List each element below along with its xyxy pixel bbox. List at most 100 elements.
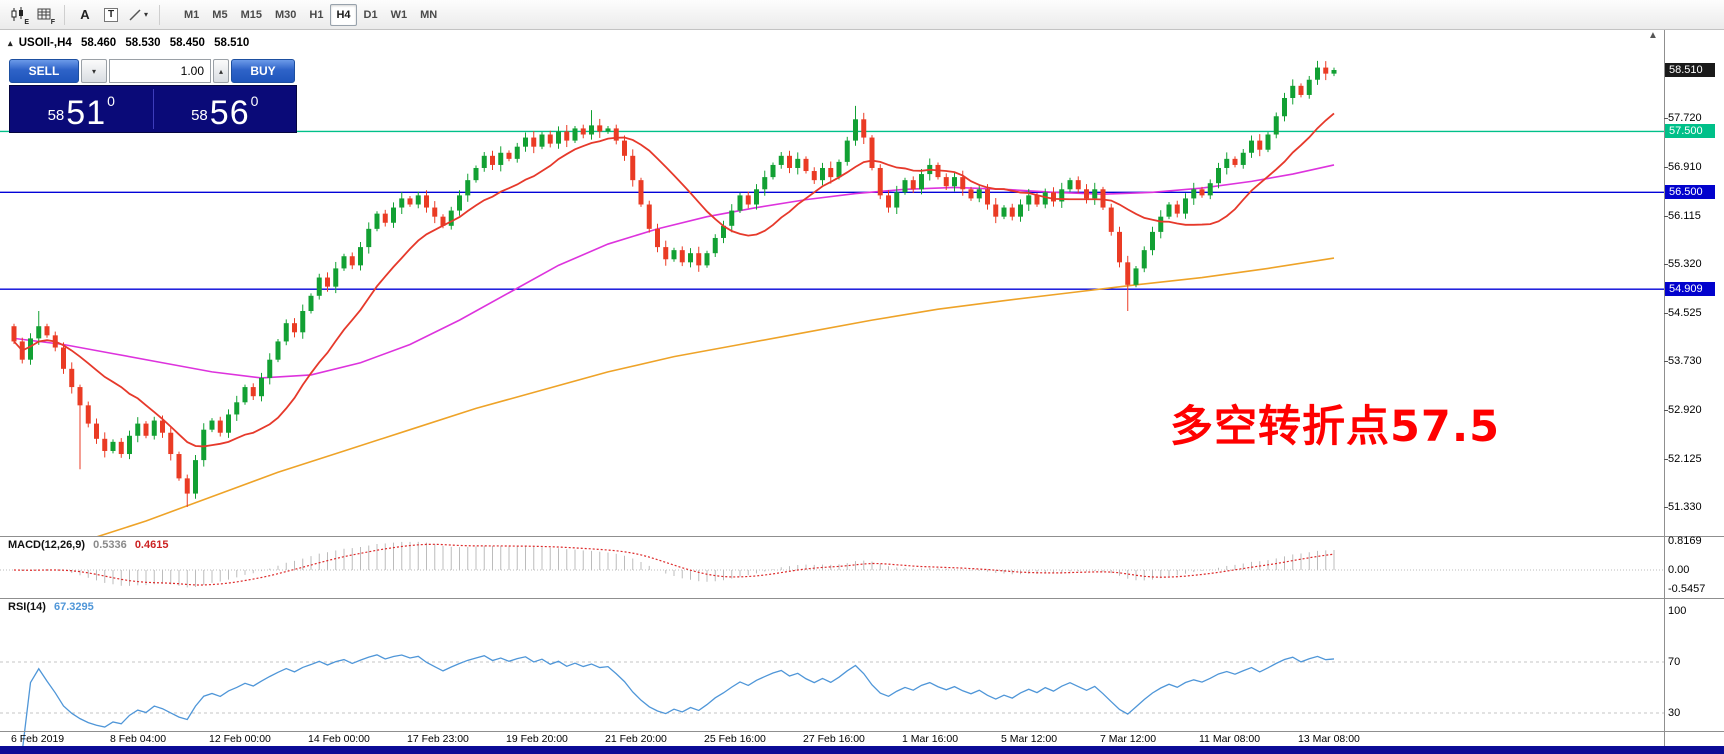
time-axis-label: 21 Feb 20:00 xyxy=(605,733,667,745)
sell-price-pip: 0 xyxy=(107,93,115,109)
ma-orange-line xyxy=(96,257,1335,536)
time-axis-label: 5 Mar 12:00 xyxy=(1001,733,1058,745)
price-axis-label: 57.500 xyxy=(1665,124,1715,139)
candlestick-chart-icon[interactable]: E xyxy=(6,4,30,26)
timeframe-d1[interactable]: D1 xyxy=(363,8,378,21)
time-axis-label: 1 Mar 16:00 xyxy=(902,733,959,745)
macd-axis-label: 0.8169 xyxy=(1668,535,1702,548)
time-axis-label: 14 Feb 00:00 xyxy=(308,733,370,745)
main-chart-layer xyxy=(0,60,1664,536)
ohlc-close: 58.510 xyxy=(214,37,250,49)
macd-histogram xyxy=(21,541,1335,588)
trade-buttons-row: SELL ▾ ▴ BUY xyxy=(9,59,297,83)
toolbar-separator xyxy=(64,4,65,25)
time-axis-label: 7 Mar 12:00 xyxy=(1100,733,1157,745)
price-axis-label: 52.920 xyxy=(1668,404,1702,417)
price-axis-label: 51.330 xyxy=(1668,500,1702,513)
price-axis-label: 55.320 xyxy=(1668,258,1702,271)
buy-button[interactable]: BUY xyxy=(231,59,295,83)
one-click-trading-panel: SELL ▾ ▴ BUY 58 51 0 58 56 0 xyxy=(9,59,297,133)
grid-view-icon[interactable]: F xyxy=(32,4,56,26)
price-axis-label: 53.730 xyxy=(1668,354,1702,367)
price-axis-label: 57.720 xyxy=(1668,112,1702,125)
timeframe-m1[interactable]: M1 xyxy=(184,8,200,21)
panel-divider[interactable] xyxy=(0,598,1724,599)
price-axis-separator[interactable] xyxy=(1664,30,1665,746)
time-axis-label: 8 Feb 04:00 xyxy=(110,733,167,745)
price-axis-tick xyxy=(1664,312,1668,314)
ohlc-high: 58.530 xyxy=(125,37,161,49)
macd-name: MACD(12,26,9) xyxy=(8,539,86,551)
sell-button[interactable]: SELL xyxy=(9,59,79,83)
rsi-axis-label: 100 xyxy=(1668,605,1687,617)
price-axis-label: 54.909 xyxy=(1665,282,1715,297)
timeframe-m15[interactable]: M15 xyxy=(240,8,262,21)
timeframe-h4[interactable]: H4 xyxy=(330,3,357,26)
text-label-icon[interactable]: A xyxy=(80,7,90,22)
rsi-name: RSI(14) xyxy=(8,601,46,613)
time-axis-label: 11 Mar 08:00 xyxy=(1199,733,1261,745)
rsi-axis-label: 30 xyxy=(1668,707,1681,719)
sell-options-dropdown[interactable]: ▾ xyxy=(81,59,107,83)
time-axis-label: 6 Feb 2019 xyxy=(11,733,65,745)
time-axis-label: 17 Feb 23:00 xyxy=(407,733,469,745)
timeframe-mn[interactable]: MN xyxy=(420,8,438,21)
toolbar-separator xyxy=(159,4,161,25)
chevron-down-icon: ▾ xyxy=(91,66,96,76)
buy-price-main: 56 xyxy=(209,93,250,132)
price-axis-label: 52.125 xyxy=(1668,452,1702,465)
toolbar: E F A T ▾ M1 M5 M15 M30 H1 H4 D1 W1 MN xyxy=(0,0,1724,30)
chart-text-annotation: 多空转折点57.5 xyxy=(1170,402,1501,452)
icon-subscript: F xyxy=(50,18,55,26)
sell-price-display[interactable]: 58 51 0 xyxy=(10,86,153,132)
panel-divider[interactable] xyxy=(0,536,1724,537)
timeframe-button-group: M1 M5 M15 M30 H1 H4 D1 W1 MN xyxy=(178,3,443,26)
time-axis-label: 12 Feb 00:00 xyxy=(209,733,271,745)
price-axis-label: 54.525 xyxy=(1668,306,1702,319)
text-box-icon[interactable]: T xyxy=(99,4,123,26)
macd-main-value: 0.5336 xyxy=(93,539,127,551)
buy-price-prefix: 58 xyxy=(191,107,208,124)
scroll-position-icon: ▲ xyxy=(1648,30,1658,41)
grid-glyph xyxy=(37,8,50,20)
timeframe-m30[interactable]: M30 xyxy=(274,8,297,21)
candlestick-glyph xyxy=(11,7,23,21)
price-axis-tick xyxy=(1664,215,1668,217)
price-axis-label: 56.910 xyxy=(1668,161,1702,174)
price-axis-tick xyxy=(1664,410,1668,412)
volume-stepper[interactable]: ▴ xyxy=(213,59,229,83)
symbol-marker-icon: ▴ xyxy=(8,38,13,48)
sell-price-prefix: 58 xyxy=(47,107,65,124)
price-quote-panel: 58 51 0 58 56 0 xyxy=(9,85,297,133)
macd-axis-label: 0.00 xyxy=(1668,564,1690,576)
ma-magenta-line xyxy=(13,164,1335,379)
price-axis-tick xyxy=(1664,118,1668,120)
timeframe-h1[interactable]: H1 xyxy=(309,8,324,21)
chart-title: ▴ USOIl-,H4 58.460 58.530 58.450 58.510 xyxy=(8,37,255,49)
icon-subscript: E xyxy=(24,18,29,26)
volume-input[interactable] xyxy=(109,59,211,83)
macd-axis-label: -0.5457 xyxy=(1668,583,1706,596)
time-axis-label: 25 Feb 16:00 xyxy=(704,733,766,745)
rsi-value: 67.3295 xyxy=(53,601,94,613)
price-axis-tick xyxy=(1664,264,1668,266)
timeframe-w1[interactable]: W1 xyxy=(390,8,408,21)
macd-signal-value: 0.4615 xyxy=(134,539,169,551)
timeframe-m5[interactable]: M5 xyxy=(212,8,228,21)
symbol-label: USOIl-,H4 xyxy=(18,37,72,49)
time-axis-label: 19 Feb 20:00 xyxy=(506,733,568,745)
rsi-indicator-label: RSI(14) 67.3295 xyxy=(8,601,99,613)
trendline-glyph xyxy=(129,8,141,21)
price-axis-tick xyxy=(1664,167,1668,169)
price-axis-tick xyxy=(1664,360,1668,362)
buy-price-display[interactable]: 58 56 0 xyxy=(154,86,297,132)
line-tools-icon[interactable]: ▾ xyxy=(125,4,151,26)
rsi-axis-label: 70 xyxy=(1668,656,1681,668)
price-axis-label: 58.510 xyxy=(1665,63,1715,77)
price-axis-label: 56.500 xyxy=(1665,185,1715,200)
price-axis-tick xyxy=(1664,506,1668,508)
buy-price-pip: 0 xyxy=(250,93,259,109)
chevron-up-icon: ▴ xyxy=(218,66,223,76)
